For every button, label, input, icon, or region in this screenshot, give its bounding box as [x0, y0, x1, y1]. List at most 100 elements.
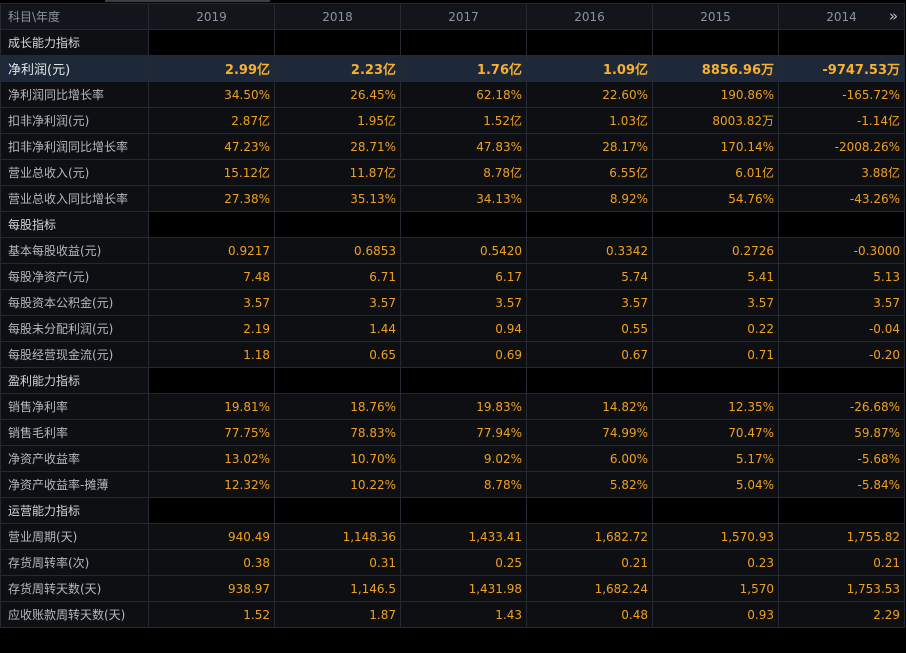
value-cell: 0.93: [652, 601, 779, 628]
value-cell: 15.12亿: [148, 159, 275, 186]
value-cell: 3.57: [778, 289, 905, 316]
value-cell: 78.83%: [274, 419, 401, 446]
section-empty-cell: [778, 367, 905, 394]
value-cell: 0.6853: [274, 237, 401, 264]
row-label: 营业周期(天): [0, 523, 149, 550]
table-row: 营业周期(天) 940.49 1,148.36 1,433.41 1,682.72 1,5…: [0, 523, 905, 550]
row-label: 销售毛利率: [0, 419, 149, 446]
value-cell: 6.55亿: [526, 159, 653, 186]
row-label: 销售净利率: [0, 393, 149, 420]
year-header-2015: 2015: [652, 3, 779, 30]
section-empty-cell: [526, 497, 653, 524]
table-row: 每股净资产(元) 7.48 6.71 6.17 5.74 5.41 5.13: [0, 263, 905, 290]
year-header-2019: 2019: [148, 3, 275, 30]
row-label: 净利润同比增长率: [0, 81, 149, 108]
value-cell: 0.2726: [652, 237, 779, 264]
value-cell: 1,148.36: [274, 523, 401, 550]
table-body: 成长能力指标 净利润(元) 2.99亿 2.23亿 1.76亿 1.09亿 8856.96万…: [0, 29, 905, 628]
year-header-2014-label: 2014: [826, 9, 857, 24]
row-label: 基本每股收益(元): [0, 237, 149, 264]
section-header-row: 每股指标: [0, 211, 905, 238]
value-cell: 2.19: [148, 315, 275, 342]
section-header-row: 运营能力指标: [0, 497, 905, 524]
value-cell: 1,431.98: [400, 575, 527, 602]
row-label: 存货周转率(次): [0, 549, 149, 576]
value-cell: 1,682.24: [526, 575, 653, 602]
table-row: 存货周转率(次) 0.38 0.31 0.25 0.21 0.23 0.21: [0, 549, 905, 576]
value-cell: 22.60%: [526, 81, 653, 108]
value-cell: 940.49: [148, 523, 275, 550]
value-cell: 2.23亿: [274, 55, 401, 82]
value-cell: 0.31: [274, 549, 401, 576]
value-cell: 6.71: [274, 263, 401, 290]
table-row: 每股经营现金流(元) 1.18 0.65 0.69 0.67 0.71 -0.20: [0, 341, 905, 368]
value-cell: 35.13%: [274, 185, 401, 212]
value-cell: 0.48: [526, 601, 653, 628]
top-tab-strip: [105, 0, 270, 2]
value-cell: 0.94: [400, 315, 527, 342]
value-cell: 5.74: [526, 263, 653, 290]
year-header-2014: 2014 »: [778, 3, 905, 30]
value-cell: 5.41: [652, 263, 779, 290]
value-cell: 0.38: [148, 549, 275, 576]
section-empty-cell: [148, 211, 275, 238]
section-empty-cell: [778, 497, 905, 524]
value-cell: 1,755.82: [778, 523, 905, 550]
value-cell: 8.78亿: [400, 159, 527, 186]
value-cell: 5.13: [778, 263, 905, 290]
value-cell: 59.87%: [778, 419, 905, 446]
value-cell: 0.9217: [148, 237, 275, 264]
value-cell: 1,570: [652, 575, 779, 602]
value-cell: 11.87亿: [274, 159, 401, 186]
table-row: 扣非净利润(元) 2.87亿 1.95亿 1.52亿 1.03亿 8003.82万 -1.1…: [0, 107, 905, 134]
value-cell: 1.44: [274, 315, 401, 342]
header-label: 科目\年度: [0, 3, 149, 30]
value-cell: 2.29: [778, 601, 905, 628]
value-cell: 1,753.53: [778, 575, 905, 602]
section-empty-cell: [652, 211, 779, 238]
double-chevron-right-icon[interactable]: »: [888, 7, 898, 25]
value-cell: -2008.26%: [778, 133, 905, 160]
value-cell: 8.92%: [526, 185, 653, 212]
value-cell: 1.09亿: [526, 55, 653, 82]
table-row: 营业总收入同比增长率 27.38% 35.13% 34.13% 8.92% 54.76% -…: [0, 185, 905, 212]
table-row: 营业总收入(元) 15.12亿 11.87亿 8.78亿 6.55亿 6.01亿 3.88亿: [0, 159, 905, 186]
section-empty-cell: [274, 367, 401, 394]
table-row: 存货周转天数(天) 938.97 1,146.5 1,431.98 1,682.24 1,…: [0, 575, 905, 602]
value-cell: 0.71: [652, 341, 779, 368]
value-cell: 170.14%: [652, 133, 779, 160]
value-cell: -5.68%: [778, 445, 905, 472]
section-empty-cell: [148, 367, 275, 394]
value-cell: 2.99亿: [148, 55, 275, 82]
value-cell: 5.04%: [652, 471, 779, 498]
value-cell: 1.76亿: [400, 55, 527, 82]
value-cell: -0.04: [778, 315, 905, 342]
value-cell: 3.57: [526, 289, 653, 316]
value-cell: 28.17%: [526, 133, 653, 160]
value-cell: 0.21: [526, 549, 653, 576]
row-label: 净资产收益率: [0, 445, 149, 472]
row-label: 每股净资产(元): [0, 263, 149, 290]
table-row: 每股未分配利润(元) 2.19 1.44 0.94 0.55 0.22 -0.04: [0, 315, 905, 342]
value-cell: 26.45%: [274, 81, 401, 108]
value-cell: 47.83%: [400, 133, 527, 160]
section-title: 每股指标: [0, 211, 149, 238]
section-empty-cell: [526, 367, 653, 394]
value-cell: 18.76%: [274, 393, 401, 420]
value-cell: 10.22%: [274, 471, 401, 498]
section-empty-cell: [778, 211, 905, 238]
value-cell: 1,682.72: [526, 523, 653, 550]
value-cell: 190.86%: [652, 81, 779, 108]
table-row: 基本每股收益(元) 0.9217 0.6853 0.5420 0.3342 0.2726-…: [0, 237, 905, 264]
row-label: 存货周转天数(天): [0, 575, 149, 602]
year-header-2017: 2017: [400, 3, 527, 30]
value-cell: 13.02%: [148, 445, 275, 472]
section-empty-cell: [148, 497, 275, 524]
value-cell: 8003.82万: [652, 107, 779, 134]
value-cell: 0.67: [526, 341, 653, 368]
value-cell: 0.3342: [526, 237, 653, 264]
value-cell: 5.82%: [526, 471, 653, 498]
financial-indicators-table: 科目\年度 2019 2018 2017 2016 2015 2014 » 成长…: [0, 3, 905, 628]
value-cell: 0.25: [400, 549, 527, 576]
